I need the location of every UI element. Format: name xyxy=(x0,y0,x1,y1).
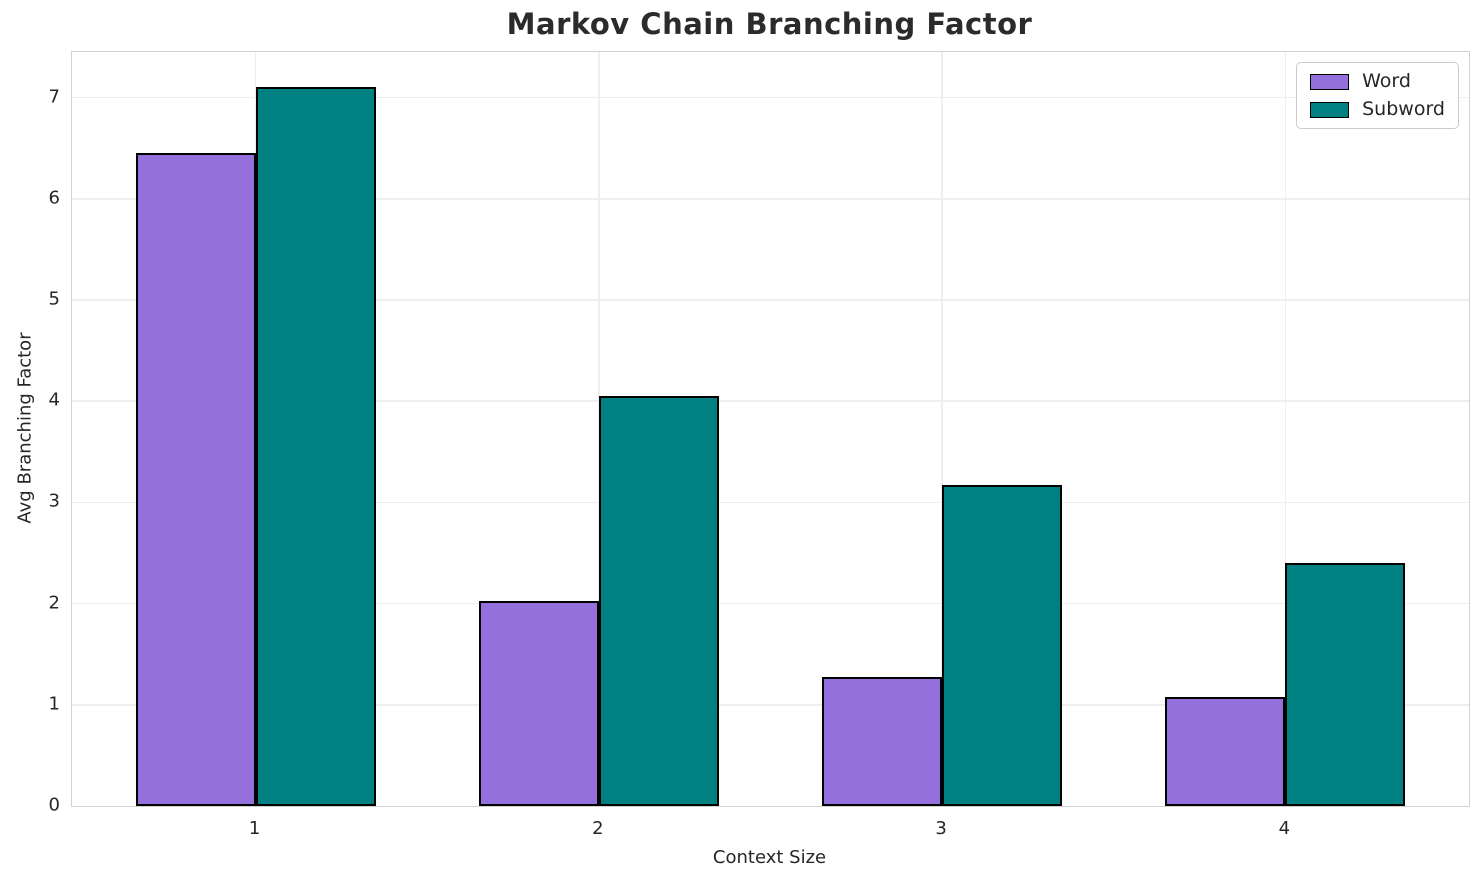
gridline-h-6 xyxy=(72,197,1469,200)
plot-area xyxy=(71,51,1470,807)
y-tick-label-6: 6 xyxy=(48,187,60,209)
bar-word-3 xyxy=(821,677,943,806)
legend-item-word: Word xyxy=(1310,72,1445,91)
gridline-h-1 xyxy=(72,703,1469,706)
gridline-h-7 xyxy=(72,96,1469,99)
x-tick-label-4: 4 xyxy=(1278,818,1291,839)
x-tick-label-1: 1 xyxy=(248,818,261,839)
gridline-h-2 xyxy=(72,602,1469,605)
bar-subword-4 xyxy=(1285,563,1406,806)
bar-word-2 xyxy=(478,600,599,806)
x-tick-label-2: 2 xyxy=(592,818,604,839)
y-tick-label-3: 3 xyxy=(48,490,60,512)
bar-subword-2 xyxy=(598,396,719,806)
y-tick-label-2: 2 xyxy=(48,592,60,614)
bar-subword-1 xyxy=(255,87,376,806)
bar-word-4 xyxy=(1165,696,1286,806)
bar-subword-3 xyxy=(942,485,1063,806)
legend: Word Subword xyxy=(1296,62,1459,129)
gridline-h-4 xyxy=(72,400,1469,402)
y-tick-label-0: 0 xyxy=(48,794,60,816)
gridline-v-3 xyxy=(941,52,943,806)
y-tick-label-1: 1 xyxy=(48,693,60,715)
chart-title: Markov Chain Branching Factor xyxy=(506,7,1033,41)
y-tick-label-7: 7 xyxy=(48,86,60,108)
legend-swatch-subword-icon xyxy=(1310,101,1350,118)
x-axis-label: Context Size xyxy=(712,847,827,868)
x-tick-label-3: 3 xyxy=(935,818,947,839)
gridline-h-5 xyxy=(72,299,1469,301)
gridline-v-4 xyxy=(1284,52,1287,806)
y-tick-label-5: 5 xyxy=(48,288,60,310)
bar-word-1 xyxy=(135,153,256,806)
legend-swatch-word-icon xyxy=(1310,73,1350,90)
gridline-h-3 xyxy=(72,501,1469,504)
y-tick-label-4: 4 xyxy=(48,389,60,411)
legend-label-word: Word xyxy=(1362,70,1411,92)
legend-item-subword: Subword xyxy=(1310,100,1445,119)
legend-label-subword: Subword xyxy=(1362,98,1445,120)
